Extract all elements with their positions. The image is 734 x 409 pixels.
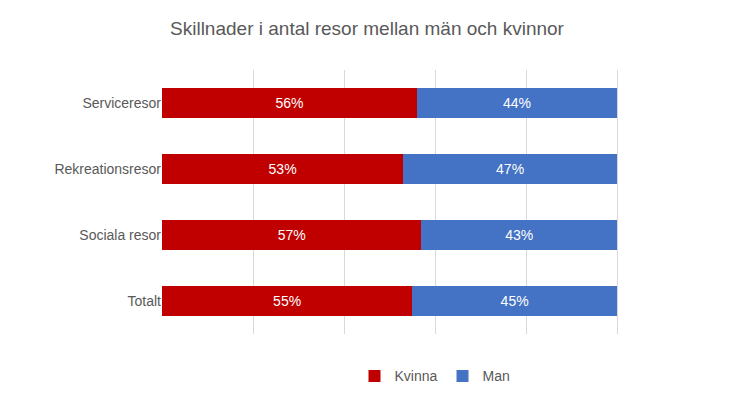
svg-text:Skillnader i antal resor mella: Skillnader i antal resor mellan män och … <box>170 18 565 39</box>
svg-text:Man: Man <box>483 368 510 384</box>
svg-text:53%: 53% <box>269 161 297 177</box>
svg-text:Kvinna: Kvinna <box>395 368 438 384</box>
svg-text:Rekreationsresor: Rekreationsresor <box>54 161 161 177</box>
svg-text:43%: 43% <box>505 227 533 243</box>
svg-text:Sociala resor: Sociala resor <box>79 227 161 243</box>
svg-text:44%: 44% <box>503 95 531 111</box>
svg-text:57%: 57% <box>278 227 306 243</box>
svg-text:Totalt: Totalt <box>128 293 162 309</box>
svg-text:45%: 45% <box>501 293 529 309</box>
svg-text:55%: 55% <box>273 293 301 309</box>
svg-text:56%: 56% <box>275 95 303 111</box>
svg-text:Serviceresor: Serviceresor <box>82 95 161 111</box>
svg-text:47%: 47% <box>496 161 524 177</box>
